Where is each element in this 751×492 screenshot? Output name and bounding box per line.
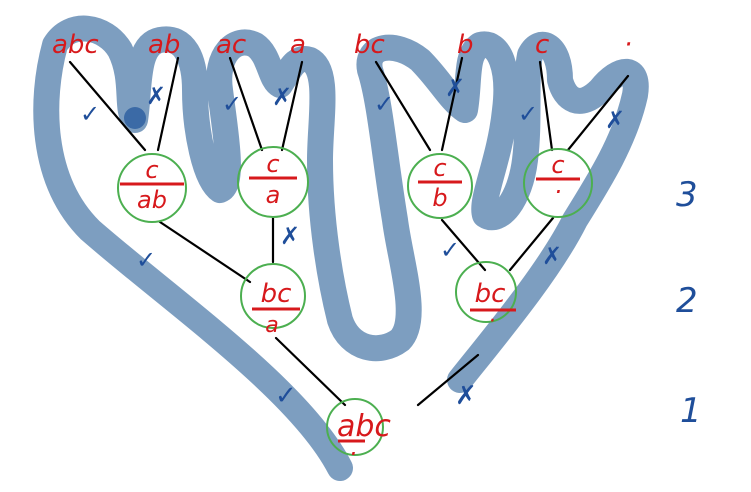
level3-marks: ✓ ✗ ✓ ✗: [136, 222, 562, 274]
leaf-label: ab: [148, 30, 180, 60]
leaf-label: ·: [624, 30, 632, 60]
edge-c-leaf: [538, 60, 554, 152]
mark: ✓: [275, 381, 297, 411]
node-top: c: [551, 151, 564, 179]
leaf-label: ac: [216, 30, 246, 60]
leaf-label: c: [535, 30, 549, 60]
node-top: bc: [261, 279, 292, 309]
mark: ✓: [222, 90, 242, 118]
edge-abc-leaf: [68, 60, 147, 152]
leaf-label: b: [457, 30, 474, 60]
node-circle: [240, 263, 306, 329]
root-marks: ✓ ✗: [275, 381, 477, 411]
level-number: 1: [680, 391, 702, 431]
level3-nodes: c ab c a c b c ·: [117, 146, 593, 223]
edge-b-leaf: [440, 56, 464, 152]
edge-ab-leaf: [156, 56, 180, 152]
level-number: 3: [676, 175, 698, 215]
mark: ✓: [440, 236, 460, 264]
node-bottom: b: [432, 184, 447, 212]
mark: ✗: [542, 242, 562, 270]
mark: ✗: [455, 381, 477, 411]
mark: ✓: [136, 246, 156, 274]
mark: ✗: [146, 82, 166, 110]
node-circle: [523, 148, 593, 218]
node-circle: [407, 153, 473, 219]
tree-node: c a: [237, 146, 309, 218]
mark: ✗: [445, 74, 465, 102]
mark: ✗: [272, 83, 292, 111]
edge-level2a-root: [274, 336, 347, 407]
edge-dot-leaf: [566, 74, 630, 152]
node-top: c: [433, 154, 446, 182]
node-top: c: [266, 150, 279, 178]
leaf-label: bc: [354, 30, 385, 60]
tree-node: c ·: [523, 148, 593, 218]
node-circle: [117, 153, 187, 223]
mark: ✓: [80, 100, 100, 128]
node-top: bc: [475, 279, 506, 309]
node-bottom: ab: [137, 186, 167, 214]
level-number: 2: [676, 281, 698, 321]
node-circle: [326, 398, 384, 456]
node-bottom: ·: [349, 440, 357, 468]
node-bottom: a: [265, 313, 278, 338]
node-circle: [455, 261, 517, 323]
tree-node: bc a: [240, 263, 306, 338]
mark: ✗: [280, 222, 300, 250]
tree-node: bc ·: [455, 261, 517, 334]
tree-node: c b: [407, 153, 473, 219]
node-bottom: ·: [554, 178, 562, 206]
tree-edges: [68, 56, 630, 407]
tree-node: c ab: [117, 153, 187, 223]
leaf-label: abc: [52, 30, 99, 60]
node-circle: [237, 146, 309, 218]
level2-nodes: bc a bc ·: [240, 261, 517, 338]
root-node: abc ·: [326, 398, 391, 468]
node-top: c: [145, 156, 158, 184]
level-numbers: 3 2 1: [676, 175, 702, 431]
leaf-labels: abc ab ac a bc b c ·: [52, 30, 632, 60]
mark: ✗: [605, 106, 625, 134]
mark: ✓: [518, 100, 538, 128]
node-bottom: a: [266, 181, 281, 209]
edge-node4-level2: [508, 216, 555, 272]
edge-a-leaf: [280, 60, 304, 152]
edge-node1-level2: [158, 220, 252, 284]
node-top: abc: [337, 409, 391, 444]
leaf-label: a: [290, 30, 306, 60]
edge-node3-level2: [440, 218, 487, 272]
edge-level2b-root: [416, 353, 480, 407]
edge-ac-leaf: [228, 56, 264, 152]
node-bottom: ·: [489, 309, 496, 334]
mark: ✓: [374, 90, 394, 118]
edge-bc-leaf: [374, 60, 432, 152]
leaf-marks: ✓ ✗ ✓ ✗ ✓ ✗ ✓ ✗: [80, 74, 625, 134]
traversal-path-head: [124, 107, 146, 129]
